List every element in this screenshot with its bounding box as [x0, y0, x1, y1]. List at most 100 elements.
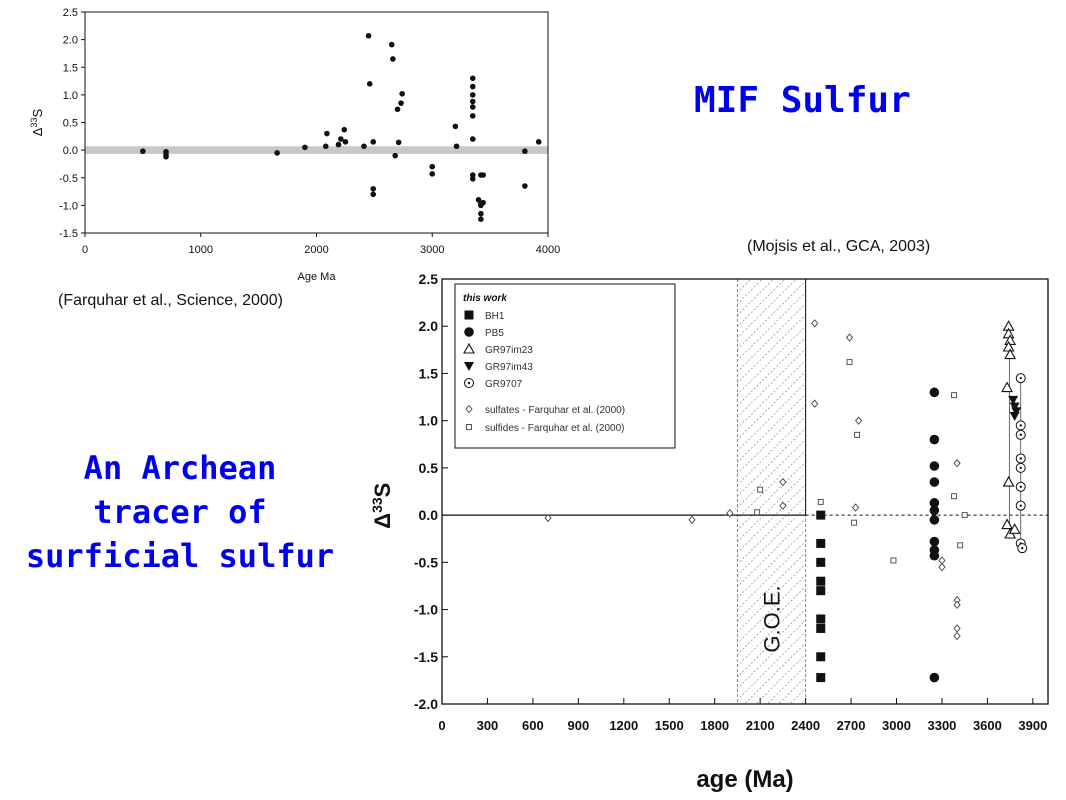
x-tick-label: 1200	[609, 718, 638, 733]
marker-circle	[464, 327, 474, 337]
data-point	[469, 83, 476, 90]
slide-subtitle: An Archean tracer of surficial sulfur	[20, 446, 340, 578]
series-sulfates-farquhar-et-al-2000-	[544, 319, 961, 641]
data-point	[469, 172, 476, 178]
marker-small-square	[951, 493, 958, 500]
marker-triangle	[1002, 340, 1015, 352]
data-point	[365, 32, 372, 39]
data-point	[1004, 348, 1017, 360]
data-point	[429, 171, 436, 177]
data-point	[469, 136, 476, 142]
plot-frame	[441, 278, 1049, 705]
marker-diamond	[544, 513, 552, 523]
marker-diamond	[953, 624, 961, 633]
data-point	[929, 505, 940, 516]
marker-circle	[929, 434, 940, 445]
marker-circle-dot	[1019, 424, 1022, 427]
marker-small-square	[854, 431, 861, 438]
x-tick-label: 2400	[791, 718, 820, 733]
data-point	[1015, 481, 1026, 492]
data-point	[951, 493, 958, 500]
data-point	[163, 153, 169, 160]
y-tick-label: -2.0	[414, 696, 438, 712]
data-point	[929, 536, 940, 547]
y-tick-label: -1.0	[59, 200, 78, 212]
series-pb5	[929, 387, 940, 683]
legend-marker	[463, 342, 475, 354]
marker-square	[816, 614, 826, 624]
marker-square	[816, 557, 826, 567]
data-point	[522, 148, 528, 155]
x-tick-label: 2000	[304, 244, 328, 256]
marker-small-square	[961, 512, 968, 519]
data-point	[816, 510, 826, 520]
marker-small-square	[757, 486, 764, 493]
data-point	[811, 399, 819, 408]
y-tick-label: 1.5	[63, 62, 78, 74]
series-bh1	[816, 510, 826, 683]
marker-circle-dot	[1019, 457, 1022, 460]
data-point	[816, 586, 826, 596]
data-point	[388, 41, 395, 48]
marker-diamond	[811, 399, 819, 408]
data-point	[854, 431, 861, 438]
marker-triangle	[1001, 518, 1014, 530]
data-point	[392, 152, 399, 159]
x-tick-label: 2700	[837, 718, 866, 733]
y-tick-label: 2.0	[63, 35, 78, 47]
marker-small-square	[754, 509, 761, 516]
subtitle-line: surficial sulfur	[25, 537, 335, 575]
data-point	[274, 150, 280, 156]
data-point	[302, 144, 308, 151]
data-point	[1001, 381, 1014, 393]
marker-diamond	[465, 404, 473, 414]
marker-diamond	[726, 509, 734, 518]
data-point	[688, 515, 696, 525]
x-axis-label: age (Ma)	[696, 766, 793, 793]
data-point	[469, 113, 476, 119]
y-axis-label: Δ33S	[29, 108, 45, 136]
subtitle-line: An Archean	[83, 449, 277, 487]
data-point	[140, 148, 146, 155]
data-point	[399, 90, 405, 97]
data-point	[335, 141, 342, 148]
marker-circle-dot	[1019, 376, 1022, 380]
data-point	[953, 458, 961, 468]
data-point	[757, 486, 764, 493]
legend-box	[454, 283, 676, 449]
marker-circle	[929, 672, 940, 683]
data-point	[1009, 411, 1020, 421]
marker-circle	[929, 477, 940, 487]
series-gr9707	[1015, 373, 1028, 554]
marker-circle-dot	[1019, 433, 1022, 437]
goe-label: G.O.E.	[760, 585, 785, 652]
y-tick-label: 0.5	[419, 460, 439, 476]
y-tick-label: -1.5	[59, 228, 78, 240]
data-point	[324, 130, 330, 137]
marker-small-square	[951, 392, 958, 399]
data-point	[469, 176, 476, 182]
marker-circle	[929, 550, 940, 561]
data-point	[1002, 340, 1015, 352]
data-point	[469, 104, 476, 110]
data-point	[429, 163, 436, 170]
y-tick-label: 0.5	[63, 118, 78, 130]
zero-band	[85, 146, 548, 154]
data-point	[1015, 429, 1026, 440]
data-point	[1008, 523, 1021, 534]
x-axis-label: Age Ma	[298, 271, 337, 283]
x-tick-label: 3000	[420, 244, 444, 256]
data-point	[953, 600, 961, 610]
x-tick-label: 0	[82, 244, 88, 256]
data-point	[1008, 395, 1019, 405]
data-point	[811, 319, 819, 328]
data-point	[851, 519, 858, 526]
marker-diamond	[938, 562, 946, 572]
data-point	[929, 515, 940, 525]
legend-label: GR97im23	[485, 345, 533, 356]
data-point	[929, 477, 940, 487]
y-tick-label: -1.0	[414, 602, 438, 618]
x-tick-label: 4000	[536, 244, 560, 256]
marker-circle-dot	[1021, 546, 1024, 550]
